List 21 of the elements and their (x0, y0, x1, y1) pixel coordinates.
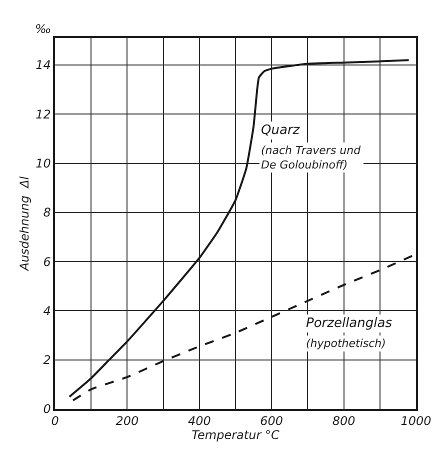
y-tick-label: 4 (43, 304, 51, 318)
x-tick-label: 400 (188, 414, 212, 428)
x-tick-label: 800 (332, 414, 356, 428)
y-axis-title: Ausdehnung Δl (17, 176, 32, 272)
series-label: Quarz (261, 123, 301, 138)
text: ‰ (35, 22, 52, 36)
annotation: (hypothetisch) (306, 337, 386, 350)
y-tick-label: 12 (36, 107, 51, 122)
series-label: Porzellanglas (306, 316, 392, 331)
y-tick-label: 0 (43, 402, 52, 416)
x-tick-label: 1000 (400, 414, 432, 428)
y-tick-label: 10 (36, 156, 52, 170)
annotation: (nach Travers und De Goloubinoff) (261, 144, 362, 172)
y-tick-label: 6 (43, 254, 52, 269)
x-tick-label: 600 (260, 414, 284, 428)
x-tick-label: 200 (116, 414, 140, 428)
y-tick-label: 8 (43, 206, 52, 220)
y-tick-label: 2 (43, 353, 51, 368)
line-series (68, 59, 410, 398)
y-tick-label: 14 (36, 58, 51, 72)
x-axis-title: Temperatur °C (192, 428, 280, 442)
